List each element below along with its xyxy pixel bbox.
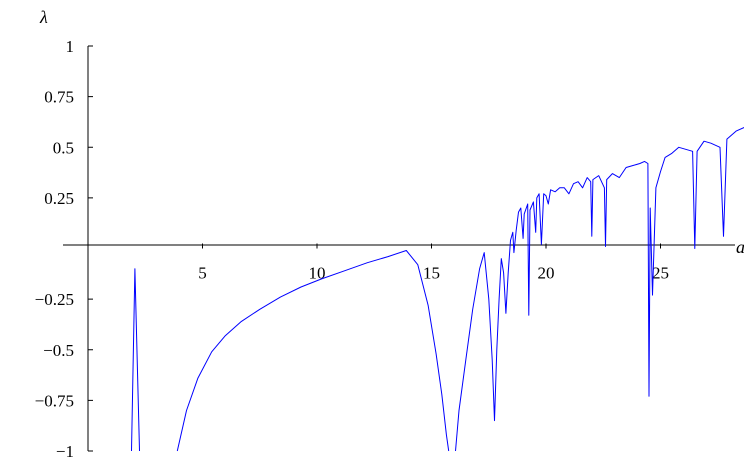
series-line-segment bbox=[131, 268, 140, 452]
y-axis-label: λ bbox=[39, 7, 48, 27]
x-tick-label: 5 bbox=[198, 264, 207, 283]
y-tick-label: 1 bbox=[66, 37, 75, 56]
x-tick-label: 10 bbox=[309, 264, 326, 283]
y-tick-label: 0.25 bbox=[44, 189, 74, 208]
y-tick-label: −1 bbox=[56, 442, 74, 461]
y-tick-label: −0.5 bbox=[43, 341, 74, 360]
y-tick-label: −0.25 bbox=[35, 290, 74, 309]
x-tick-label: 25 bbox=[652, 264, 669, 283]
series-line-segment bbox=[176, 250, 450, 452]
axis-ticks: 5 10 15 20 25 1 0.75 0.5 0.25 −0.25 −0.5 −0.75 −1 bbox=[35, 37, 669, 461]
y-tick-label: 0.75 bbox=[44, 88, 74, 107]
y-tick-label: −0.75 bbox=[35, 391, 74, 410]
x-tick-label: 15 bbox=[423, 264, 440, 283]
x-axis-label: a bbox=[736, 237, 744, 257]
x-tick-label: 20 bbox=[538, 264, 555, 283]
plot-area bbox=[131, 126, 744, 452]
series-line-segment bbox=[455, 126, 744, 452]
y-tick-label: 0.5 bbox=[53, 138, 74, 157]
